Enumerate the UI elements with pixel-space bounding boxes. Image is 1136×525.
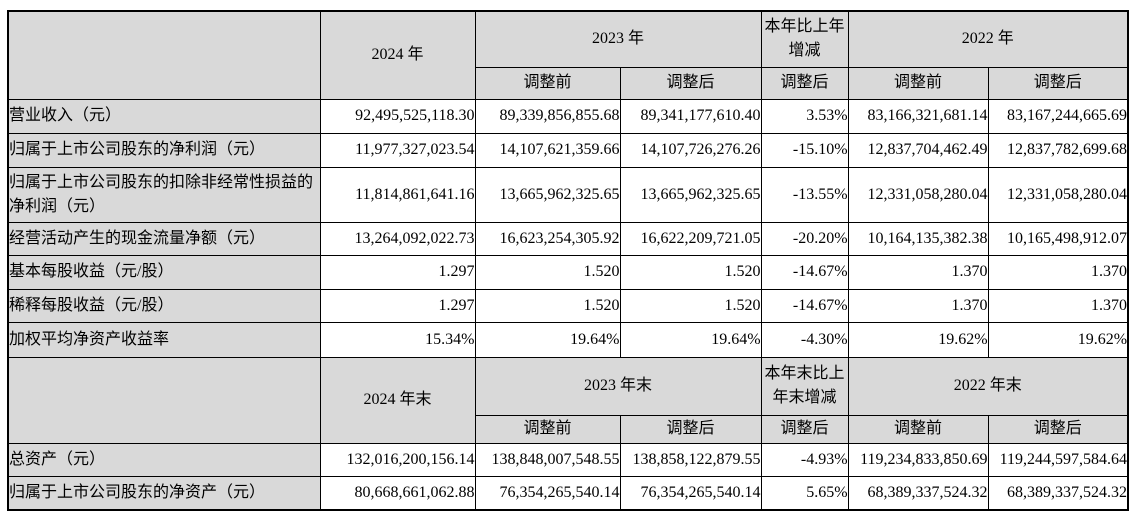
table-row: 基本每股收益（元/股） 1.297 1.520 1.520 -14.67% 1.… [7, 254, 1129, 290]
table-row: 加权平均净资产收益率 15.34% 19.64% 19.64% -4.30% 1… [7, 321, 1129, 358]
cell-2023-after: 1.520 [619, 288, 762, 323]
cell-2023-after: 19.64% [619, 321, 762, 358]
yoy-change-header: 本年比上年增减 [760, 10, 849, 68]
cell-2023-after: 1.520 [619, 254, 762, 290]
adjusted-before-header-2022: 调整前 [847, 66, 989, 100]
section2-header-row: 2024 年末 2023 年末 本年末比上年末增减 2022 年末 [7, 356, 1129, 444]
cell-2024: 11,814,861,641.16 [319, 166, 476, 223]
yoy-end-change-header: 本年末比上年末增减 [760, 356, 849, 416]
cell-change: -14.67% [760, 254, 849, 290]
table-row: 归属于上市公司股东的净利润（元） 11,977,327,023.54 14,10… [7, 132, 1129, 168]
row-label: 归属于上市公司股东的净利润（元） [7, 132, 321, 168]
adjusted-after-header-2023: 调整后 [619, 66, 762, 100]
cell-2023-before: 19.64% [474, 321, 621, 358]
cell-2023-before: 1.520 [474, 288, 621, 323]
cell-2022-before: 1.370 [847, 254, 989, 290]
cell-change: -13.55% [760, 166, 849, 223]
financial-summary-table: 2024 年 2023 年 本年比上年增减 2022 年 调整前 调整后 调整后… [7, 10, 1130, 511]
cell-2022-after: 10,165,498,912.07 [987, 221, 1129, 256]
period-end-header-2023: 2023 年末 [474, 356, 762, 416]
cell-2022-after: 83,167,244,665.69 [987, 98, 1129, 134]
cell-2022-after: 12,837,782,699.68 [987, 132, 1129, 168]
cell-2022-after: 68,389,337,524.32 [987, 475, 1129, 511]
cell-2022-before: 10,164,135,382.38 [847, 221, 989, 256]
section2-subheader-row: 调整前 调整后 调整后 调整前 调整后 [8, 414, 1129, 444]
adjusted-before-header-2023-end: 调整前 [474, 414, 621, 444]
row-label: 营业收入（元） [7, 98, 321, 134]
cell-change: -20.20% [760, 221, 849, 256]
cell-2023-after: 14,107,726,276.26 [619, 132, 762, 168]
period-end-header-2024: 2024 年末 [319, 356, 476, 444]
cell-2023-after: 138,858,122,879.55 [619, 442, 762, 477]
adjusted-after-header-change-end: 调整后 [760, 414, 849, 444]
cell-2023-before: 76,354,265,540.14 [474, 475, 621, 511]
cell-2022-after: 1.370 [987, 254, 1129, 290]
table-row: 经营活动产生的现金流量净额（元） 13,264,092,022.73 16,62… [7, 221, 1129, 256]
section1-subheader-row: 调整前 调整后 调整后 调整前 调整后 [8, 66, 1129, 100]
cell-2023-before: 13,665,962,325.65 [474, 166, 621, 223]
adjusted-after-header-2022-end: 调整后 [987, 414, 1129, 444]
section1-header-row: 2024 年 2023 年 本年比上年增减 2022 年 [7, 10, 1129, 100]
adjusted-after-header-change: 调整后 [760, 66, 849, 100]
row-label: 归属于上市公司股东的净资产（元） [7, 475, 321, 511]
adjusted-after-header-2023-end: 调整后 [619, 414, 762, 444]
row-label: 总资产（元） [7, 442, 321, 477]
cell-2023-before: 14,107,621,359.66 [474, 132, 621, 168]
row-label: 基本每股收益（元/股） [7, 254, 321, 290]
period-header-2022: 2022 年 [847, 10, 1129, 68]
row-label: 稀释每股收益（元/股） [7, 288, 321, 323]
corner-blank-cell [7, 10, 321, 100]
cell-2022-after: 119,244,597,584.64 [987, 442, 1129, 477]
cell-2024: 1.297 [319, 288, 476, 323]
cell-2022-after: 19.62% [987, 321, 1129, 358]
cell-change: -14.67% [760, 288, 849, 323]
cell-2023-before: 1.520 [474, 254, 621, 290]
cell-2022-after: 1.370 [987, 288, 1129, 323]
cell-2023-before: 16,623,254,305.92 [474, 221, 621, 256]
table-row: 归属于上市公司股东的净资产（元） 80,668,661,062.88 76,35… [7, 475, 1129, 511]
period-header-2023: 2023 年 [474, 10, 762, 68]
table-row: 营业收入（元） 92,495,525,118.30 89,339,856,855… [7, 98, 1129, 134]
cell-2024: 80,668,661,062.88 [319, 475, 476, 511]
adjusted-before-header-2023: 调整前 [474, 66, 621, 100]
cell-change: 5.65% [760, 475, 849, 511]
cell-2022-before: 12,837,704,462.49 [847, 132, 989, 168]
cell-2023-after: 16,622,209,721.05 [619, 221, 762, 256]
cell-2024: 13,264,092,022.73 [319, 221, 476, 256]
cell-change: 3.53% [760, 98, 849, 134]
cell-2024: 92,495,525,118.30 [319, 98, 476, 134]
cell-2023-after: 89,341,177,610.40 [619, 98, 762, 134]
cell-2024: 132,016,200,156.14 [319, 442, 476, 477]
cell-2023-before: 138,848,007,548.55 [474, 442, 621, 477]
cell-2024: 15.34% [319, 321, 476, 358]
cell-change: -4.93% [760, 442, 849, 477]
cell-2023-before: 89,339,856,855.68 [474, 98, 621, 134]
period-end-header-2022: 2022 年末 [847, 356, 1129, 416]
cell-2022-before: 68,389,337,524.32 [847, 475, 989, 511]
cell-change: -15.10% [760, 132, 849, 168]
cell-2023-after: 13,665,962,325.65 [619, 166, 762, 223]
cell-2024: 1.297 [319, 254, 476, 290]
cell-change: -4.30% [760, 321, 849, 358]
period-header-2024: 2024 年 [319, 10, 476, 100]
row-label: 加权平均净资产收益率 [7, 321, 321, 358]
cell-2024: 11,977,327,023.54 [319, 132, 476, 168]
cell-2022-before: 19.62% [847, 321, 989, 358]
cell-2022-before: 12,331,058,280.04 [847, 166, 989, 223]
adjusted-before-header-2022-end: 调整前 [847, 414, 989, 444]
cell-2022-before: 83,166,321,681.14 [847, 98, 989, 134]
row-label: 归属于上市公司股东的扣除非经常性损益的净利润（元） [7, 166, 321, 223]
table-row: 总资产（元） 132,016,200,156.14 138,848,007,54… [7, 442, 1129, 477]
table-row: 稀释每股收益（元/股） 1.297 1.520 1.520 -14.67% 1.… [7, 288, 1129, 323]
cell-2023-after: 76,354,265,540.14 [619, 475, 762, 511]
cell-2022-before: 119,234,833,850.69 [847, 442, 989, 477]
cell-2022-before: 1.370 [847, 288, 989, 323]
cell-2022-after: 12,331,058,280.04 [987, 166, 1129, 223]
corner-blank-cell [7, 356, 321, 444]
row-label: 经营活动产生的现金流量净额（元） [7, 221, 321, 256]
adjusted-after-header-2022: 调整后 [987, 66, 1129, 100]
table-row: 归属于上市公司股东的扣除非经常性损益的净利润（元） 11,814,861,641… [7, 166, 1129, 223]
